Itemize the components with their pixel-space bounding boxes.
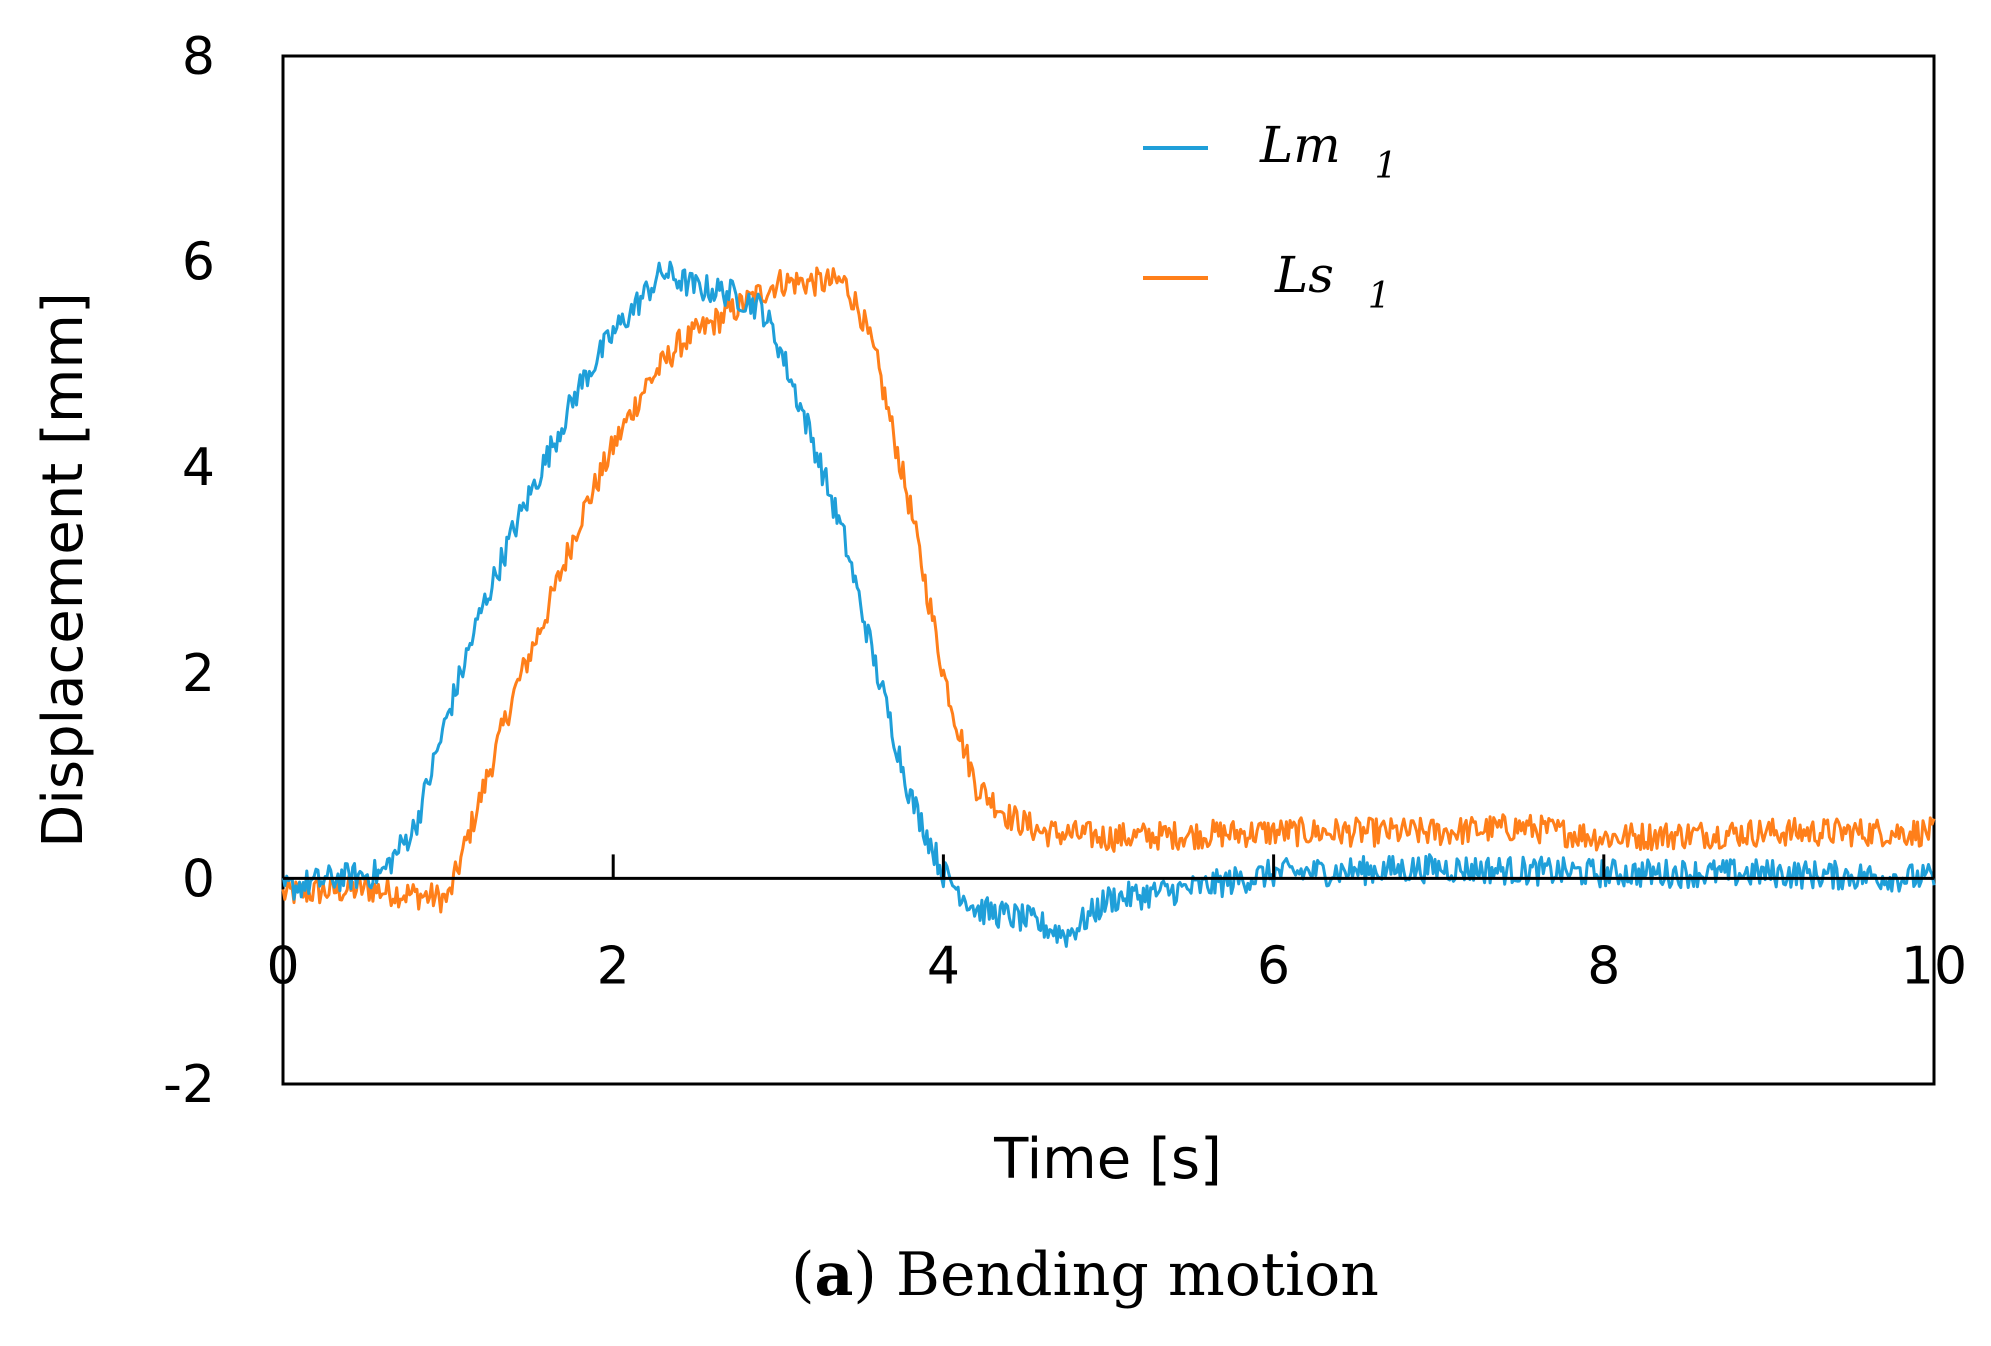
plot-frame — [281, 54, 1936, 1086]
series-line-lm — [281, 260, 1936, 948]
ticks-layer — [281, 854, 1936, 879]
x-tick-label: 6 — [1257, 936, 1290, 996]
y-tick-labels: -2 0 2 4 6 8 — [163, 27, 215, 1115]
legend-label-ls: Ls 1 — [1274, 246, 1391, 317]
x-tick-label: 2 — [597, 936, 630, 996]
y-tick-label: -2 — [163, 1055, 215, 1115]
figure-caption: (a) Bending motion — [791, 1240, 1379, 1310]
x-tick-label: 10 — [1901, 936, 1967, 996]
series-line-ls — [281, 266, 1936, 914]
legend-label-lm: Lm 1 — [1259, 116, 1397, 187]
x-tick-labels: 0 2 4 6 8 10 — [266, 936, 1967, 996]
legend-label-lm-name: Lm — [1259, 116, 1341, 174]
legend-label-ls-name: Ls — [1274, 246, 1334, 304]
caption-text: Bending motion — [896, 1240, 1379, 1310]
x-tick-label: 8 — [1587, 936, 1620, 996]
x-axis-title: Time [s] — [993, 1127, 1222, 1192]
y-tick-label: 2 — [182, 644, 215, 704]
y-tick-label: 0 — [182, 849, 215, 909]
y-tick-label: 6 — [182, 233, 215, 293]
legend: Lm 1 Ls 1 — [1143, 116, 1397, 317]
legend-label-ls-sub: 1 — [1368, 276, 1391, 317]
legend-label-lm-sub: 1 — [1375, 146, 1398, 187]
caption-letter: a — [815, 1240, 854, 1310]
x-tick-label: 0 — [266, 936, 299, 996]
y-tick-label: 4 — [182, 438, 215, 498]
x-tick-label: 4 — [927, 936, 960, 996]
y-tick-label: 8 — [182, 27, 215, 87]
y-axis-title: Displacement [mm] — [31, 292, 96, 848]
series-layer — [281, 260, 1936, 948]
